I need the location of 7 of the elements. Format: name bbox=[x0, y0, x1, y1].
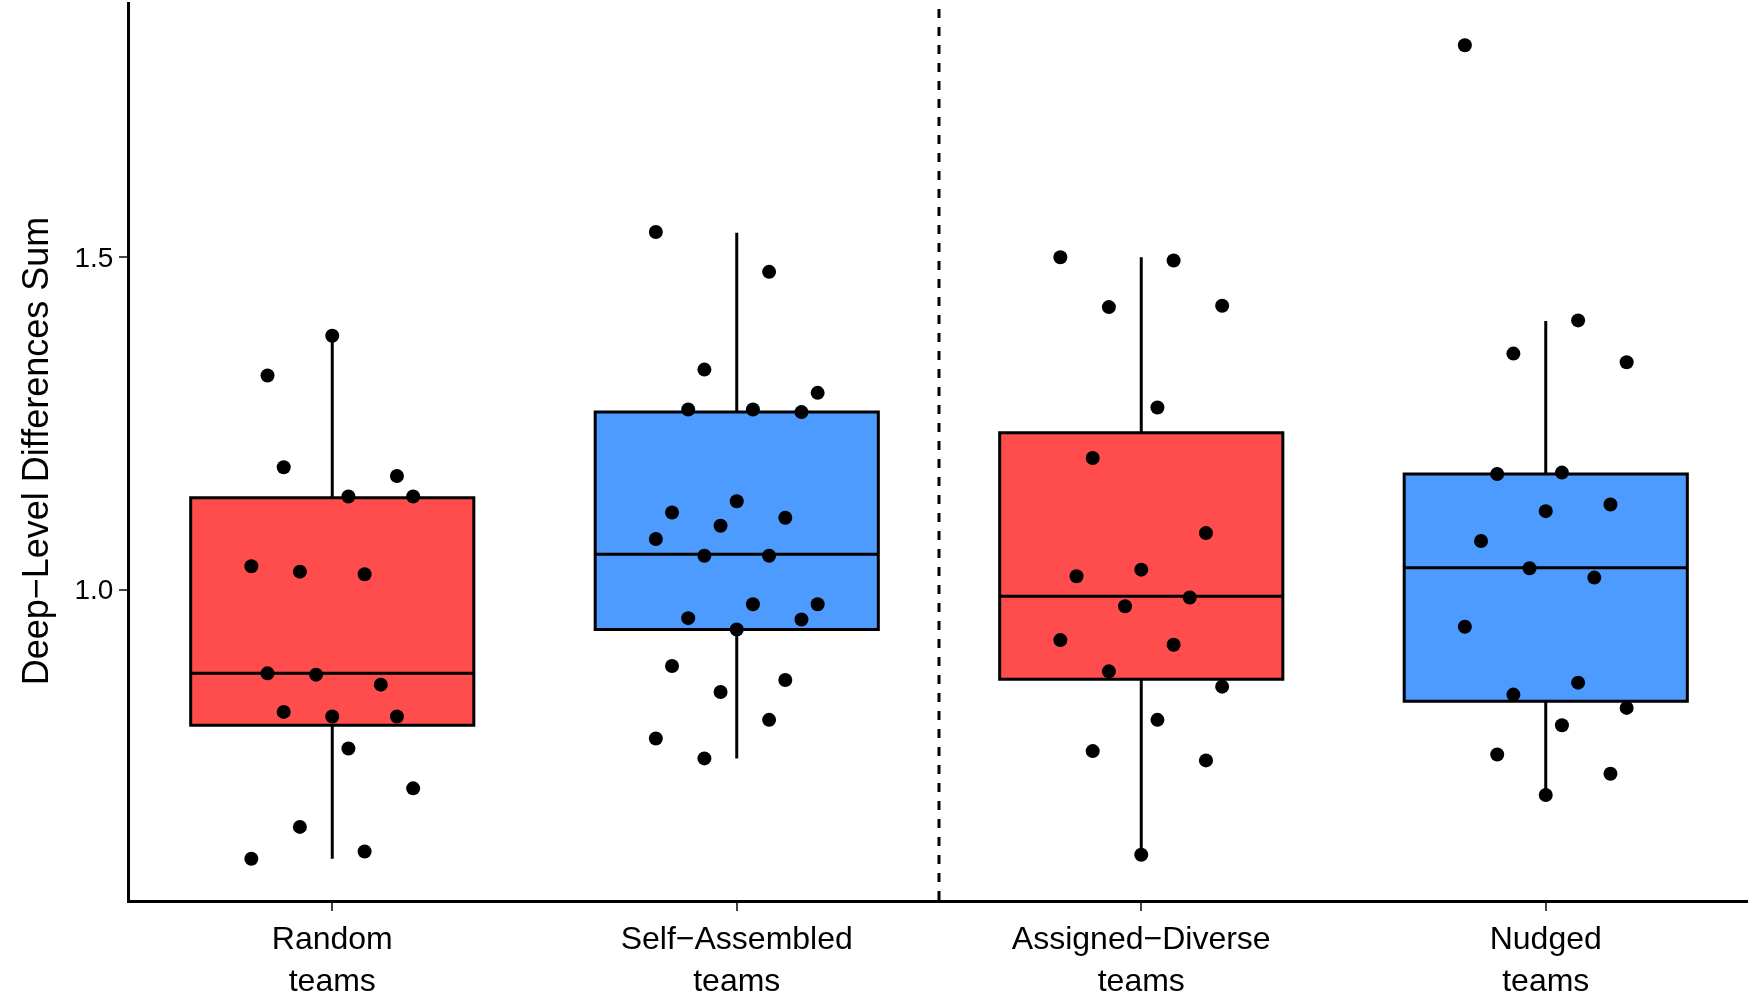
y-tick-label: 1.5 bbox=[74, 242, 114, 274]
x-tick-label: Nudged teams bbox=[1489, 920, 1602, 998]
y-tick-label: 1.0 bbox=[74, 574, 114, 606]
x-tick-label: Assigned−Diverse teams bbox=[1011, 920, 1271, 998]
x-tick-label: Self−Assembled teams bbox=[620, 920, 853, 998]
x-tick-label: Random teams bbox=[271, 920, 393, 998]
y-axis-title: Deep−Level Differences Sum bbox=[15, 216, 57, 686]
